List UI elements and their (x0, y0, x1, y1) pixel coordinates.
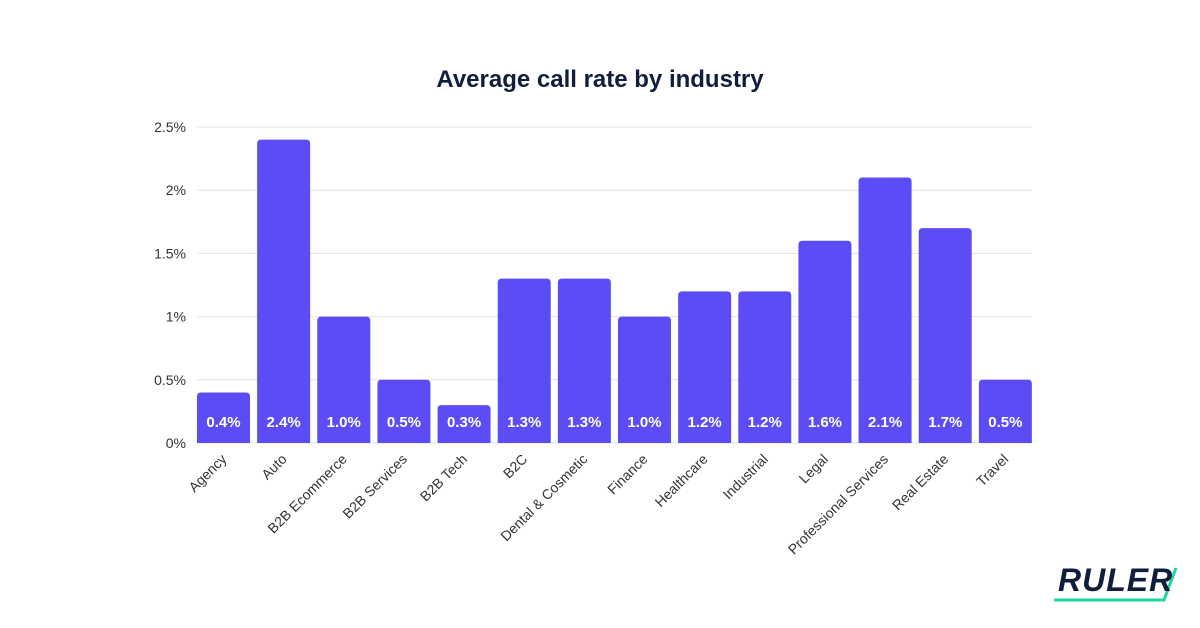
bar (798, 240, 852, 443)
bar (377, 379, 431, 443)
bar (557, 278, 611, 443)
data-label: 1.2% (748, 414, 782, 431)
bar (858, 177, 912, 443)
data-label: 1.0% (627, 414, 661, 431)
x-tick-label: Legal (796, 451, 832, 487)
bar (618, 316, 671, 443)
y-tick-label: 1.5% (154, 245, 186, 261)
y-tick-label: 0.5% (154, 372, 186, 388)
x-tick-label: B2B Tech (417, 451, 471, 505)
chart-title: Average call rate by industry (436, 66, 764, 93)
bar (497, 278, 551, 443)
x-tick-label: Travel (973, 451, 1011, 489)
bar (918, 228, 972, 443)
data-label: 1.6% (808, 414, 842, 431)
bar (317, 316, 371, 443)
data-label: 0.3% (447, 414, 481, 431)
x-tick-label: Real Estate (889, 451, 952, 514)
data-label: 1.0% (327, 414, 361, 431)
x-tick-label: Healthcare (652, 451, 711, 510)
data-label: 2.4% (267, 414, 301, 431)
x-tick-label: Industrial (719, 451, 770, 502)
bar (437, 405, 491, 443)
data-label: 2.1% (868, 414, 902, 431)
data-label: 0.4% (206, 414, 240, 431)
data-label: 1.7% (928, 414, 962, 431)
y-tick-label: 2.5% (154, 119, 186, 135)
bar (738, 291, 792, 443)
x-tick-label: Auto (258, 451, 290, 483)
x-tick-label: B2B Services (339, 451, 410, 522)
bar (197, 392, 250, 443)
data-label: 1.3% (507, 414, 541, 431)
logo-text: RULER (1058, 562, 1174, 598)
bar (678, 291, 732, 443)
x-tick-label: Professional Services (785, 451, 892, 558)
data-label: 0.5% (387, 414, 421, 431)
data-label: 1.2% (688, 414, 722, 431)
x-tick-label: B2C (500, 451, 531, 482)
y-tick-label: 0% (166, 435, 186, 451)
ruler-logo: RULER (1052, 562, 1182, 604)
y-tick-label: 2% (166, 182, 186, 198)
bar (257, 139, 311, 443)
bar (978, 379, 1032, 443)
y-tick-label: 1% (166, 309, 186, 325)
logo-underline (1054, 567, 1178, 602)
x-tick-label: Finance (604, 451, 651, 498)
data-label: 1.3% (567, 414, 601, 431)
data-label: 0.5% (988, 414, 1022, 431)
x-tick-label: Agency (185, 451, 229, 495)
